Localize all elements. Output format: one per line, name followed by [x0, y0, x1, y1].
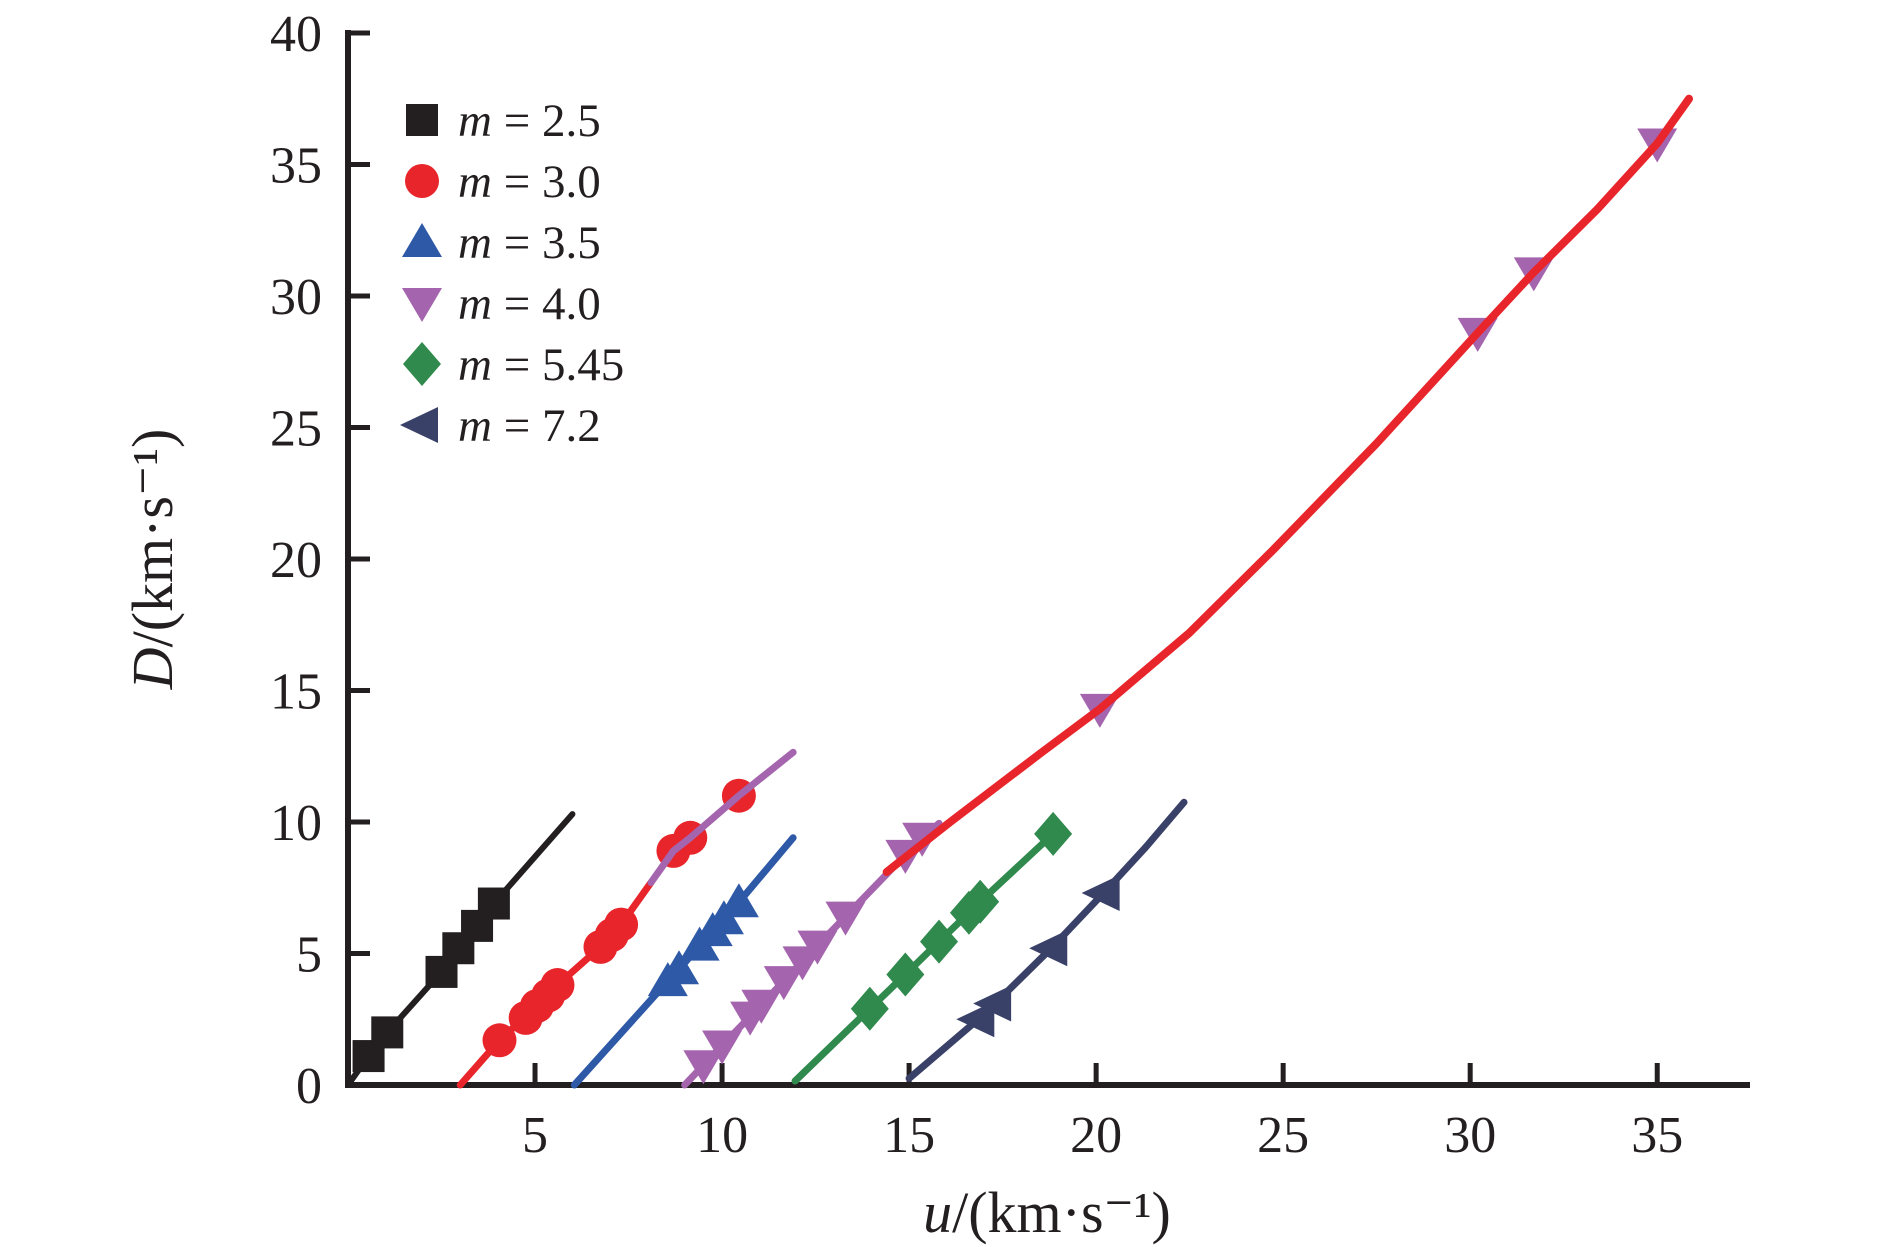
legend-label: m = 3.5 [458, 217, 601, 269]
fit-m-3.5 [570, 834, 797, 1089]
legend-label: m = 7.2 [458, 400, 601, 452]
fit-m-4.0-high [882, 94, 1694, 876]
x-axis-title: u/(km·s⁻¹) [923, 1180, 1171, 1245]
y-tick-label: 0 [296, 1058, 322, 1115]
x-tick-label: 20 [1070, 1107, 1122, 1164]
legend-item-2.5: m = 2.5 [406, 95, 601, 147]
legend-circle-marker [405, 164, 439, 198]
x-tick-label: 30 [1444, 1107, 1496, 1164]
legend-triangle-left-marker [400, 407, 438, 443]
legend-item-7.2: m = 7.2 [400, 400, 601, 452]
fit-m-2.5 [345, 811, 576, 1088]
x-tick-label: 10 [696, 1107, 748, 1164]
y-tick-label: 35 [270, 138, 322, 195]
x-tick-label: 5 [522, 1107, 548, 1164]
legend-item-3.0: m = 3.0 [405, 156, 601, 208]
legend: m = 2.5 m = 3.0 m = 3.5 m = 4.0 m = 5.45 m = … [400, 95, 624, 452]
legend-square-marker [406, 104, 438, 136]
legend-item-4.0: m = 4.0 [402, 278, 601, 330]
x-tick-label: 35 [1631, 1107, 1683, 1164]
x-tick-label: 25 [1257, 1107, 1309, 1164]
data-points [352, 128, 1678, 1085]
fit-m-5.45 [791, 830, 1057, 1085]
y-tick-label: 15 [270, 664, 322, 721]
y-tick-label: 30 [270, 269, 322, 326]
legend-label: m = 5.45 [458, 339, 624, 391]
legend-label: m = 3.0 [458, 156, 601, 208]
y-tick-label: 40 [270, 6, 322, 63]
legend-label: m = 2.5 [458, 95, 601, 147]
y-axis-title: D/(km·s⁻¹) [120, 429, 185, 691]
legend-item-3.5: m = 3.5 [402, 217, 601, 269]
fit-m-3.0-low [456, 878, 655, 1089]
legend-triangle-up-marker [402, 223, 442, 257]
series-points-4.0 [683, 128, 1678, 1085]
fit-m-7.2 [905, 798, 1188, 1082]
y-tick-label: 5 [296, 927, 322, 984]
fit-m-3.0-high [647, 748, 797, 886]
fit-lines [345, 94, 1694, 1089]
y-tick-label: 20 [270, 532, 322, 589]
legend-item-5.45: m = 5.45 [403, 339, 624, 391]
y-tick-label: 25 [270, 401, 322, 458]
legend-triangle-down-marker [402, 288, 442, 322]
fit-m-4.0-low [681, 819, 943, 1089]
legend-diamond-marker [403, 342, 441, 386]
axes: 5 10 15 20 25 30 35 0 5 10 15 20 25 30 35 40 u/(km·s⁻¹) D… [120, 6, 1750, 1245]
x-tick-label: 15 [883, 1107, 935, 1164]
legend-label: m = 4.0 [458, 278, 601, 330]
y-tick-label: 10 [270, 795, 322, 852]
